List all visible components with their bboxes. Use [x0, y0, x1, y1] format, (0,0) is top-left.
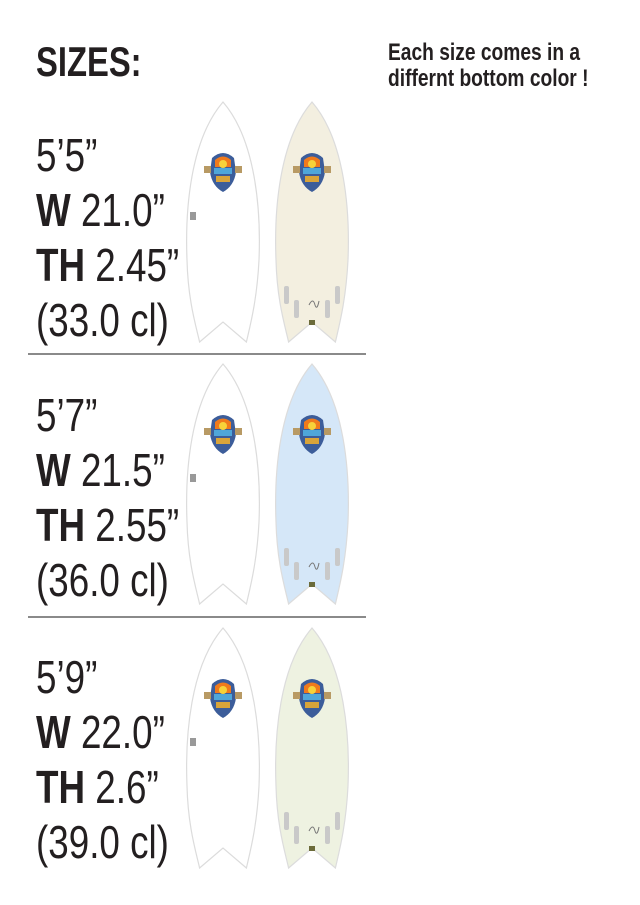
fin [325, 300, 330, 318]
width: 21.0” [80, 184, 165, 236]
signature [308, 826, 320, 834]
length: 5’7” [36, 389, 98, 441]
tiki-mask-graphic [293, 415, 331, 454]
tiki-mask-graphic [293, 153, 331, 192]
divider [28, 616, 366, 618]
width: 22.0” [80, 706, 165, 758]
size-specs: 5’9” W 22.0” TH 2.6” (39.0 cl) [36, 650, 169, 870]
tiki-mask-graphic [204, 415, 242, 454]
fin [335, 286, 340, 304]
divider [28, 353, 366, 355]
size-specs: 5’7” W 21.5” TH 2.55” (36.0 cl) [36, 388, 179, 608]
surfboard-bottom [275, 627, 349, 870]
surfboard-deck [186, 101, 260, 344]
tiki-mask-graphic [204, 679, 242, 718]
thickness-label: TH [36, 239, 86, 291]
volume: (39.0 cl) [36, 816, 169, 868]
thickness-label: TH [36, 761, 86, 813]
fin [284, 286, 289, 304]
brand-mark [190, 474, 196, 482]
page-title: SIZES: [36, 38, 142, 85]
fin [335, 812, 340, 830]
logo-patch [309, 846, 315, 851]
bottom-color-note: Each size comes in a differnt bottom col… [388, 39, 589, 92]
logo-patch [309, 320, 315, 325]
width-label: W [36, 184, 71, 236]
width: 21.5” [80, 444, 165, 496]
signature [308, 562, 320, 570]
thickness: 2.55” [95, 499, 180, 551]
fin [294, 562, 299, 580]
thickness: 2.45” [95, 239, 180, 291]
tiki-mask-graphic [293, 679, 331, 718]
volume: (36.0 cl) [36, 554, 169, 606]
size-specs: 5’5” W 21.0” TH 2.45” (33.0 cl) [36, 128, 179, 348]
surfboard-bottom [275, 363, 349, 606]
width-label: W [36, 706, 71, 758]
volume: (33.0 cl) [36, 294, 169, 346]
length: 5’9” [36, 651, 98, 703]
thickness-label: TH [36, 499, 86, 551]
surfboard-deck [186, 363, 260, 606]
thickness: 2.6” [95, 761, 159, 813]
surfboard-bottom [275, 101, 349, 344]
fin [294, 826, 299, 844]
fin [294, 300, 299, 318]
brand-mark [190, 738, 196, 746]
fin [335, 548, 340, 566]
length: 5’5” [36, 129, 98, 181]
fin [284, 812, 289, 830]
logo-patch [309, 582, 315, 587]
brand-mark [190, 212, 196, 220]
width-label: W [36, 444, 71, 496]
fin [284, 548, 289, 566]
tiki-mask-graphic [204, 153, 242, 192]
surfboard-deck [186, 627, 260, 870]
signature [308, 300, 320, 308]
fin [325, 562, 330, 580]
fin [325, 826, 330, 844]
